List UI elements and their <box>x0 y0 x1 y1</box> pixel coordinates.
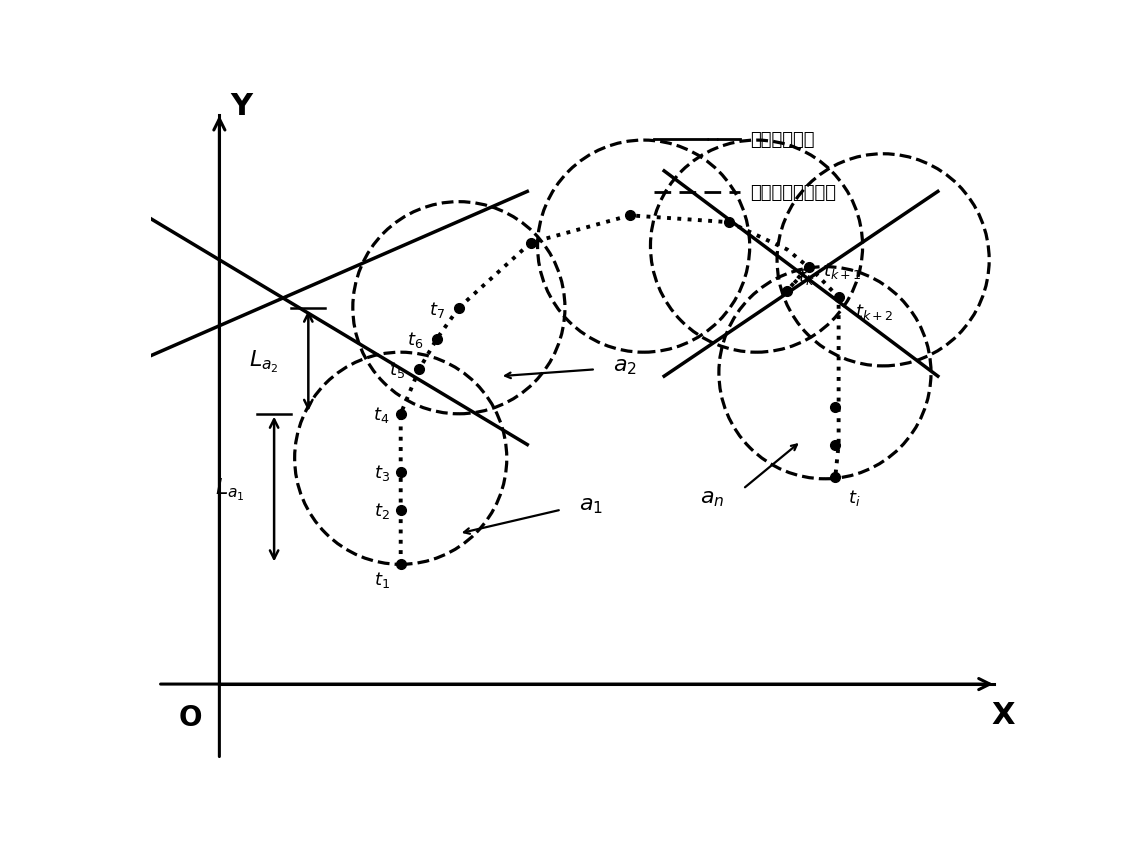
Text: $t_5$: $t_5$ <box>390 360 405 380</box>
Text: $t_{k+2}$: $t_{k+2}$ <box>855 302 893 322</box>
Text: $t_k$: $t_k$ <box>798 266 815 286</box>
Text: X: X <box>991 701 1015 729</box>
Text: $t_7$: $t_7$ <box>429 300 445 319</box>
Text: $t_6$: $t_6$ <box>406 329 423 349</box>
Text: $L_{a_2}$: $L_{a_2}$ <box>250 349 279 375</box>
Text: $a_n$: $a_n$ <box>700 488 724 508</box>
Text: $L_{a_1}$: $L_{a_1}$ <box>215 476 245 503</box>
Text: Y: Y <box>230 92 252 121</box>
Text: $a_1$: $a_1$ <box>578 495 603 515</box>
Text: $t_i$: $t_i$ <box>848 487 860 507</box>
Text: $t_1$: $t_1$ <box>374 570 390 590</box>
Text: $t_{k+1}$: $t_{k+1}$ <box>823 261 861 281</box>
Text: O: O <box>178 703 202 731</box>
Text: $a_2$: $a_2$ <box>613 356 637 376</box>
Text: $t_3$: $t_3$ <box>374 462 390 482</box>
Text: $t_4$: $t_4$ <box>374 405 390 424</box>
Text: $t_2$: $t_2$ <box>374 500 390 520</box>
